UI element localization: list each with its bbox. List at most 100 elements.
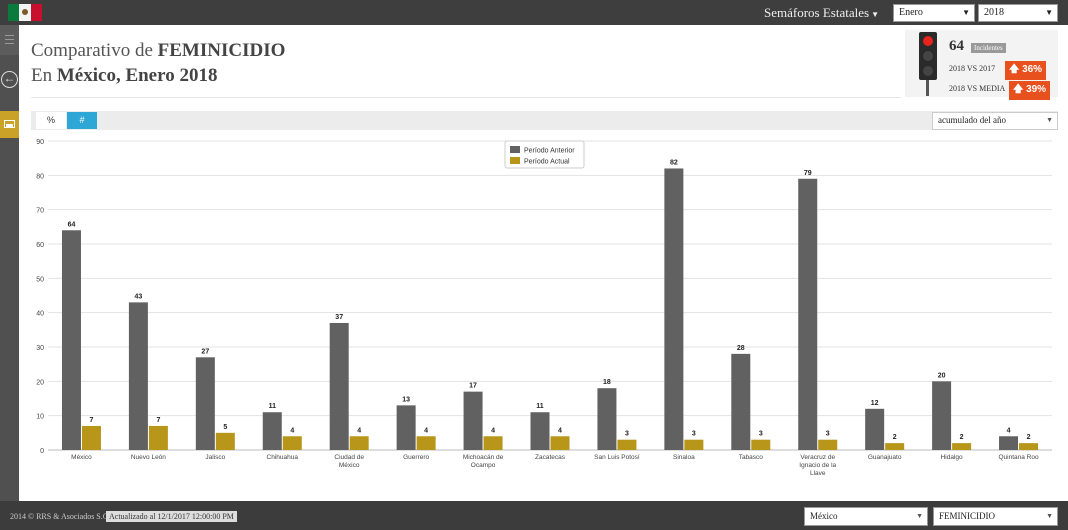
accumulation-select[interactable]: acumulado del año ▼ [932,112,1058,130]
data-label: 18 [603,379,611,386]
incident-count: 64 [949,38,964,54]
bar-previous [865,408,885,450]
chart-toolbar: % # acumulado del año ▼ [31,111,1058,130]
crime-select[interactable]: FEMINICIDIO ▼ [933,507,1058,526]
legend-swatch [510,146,520,153]
month-select[interactable]: Enero ▼ [893,4,975,22]
dropdown-arrow-icon: ▼ [1045,8,1053,17]
vs-2017-percent: 36% [1022,64,1043,75]
x-tick-label: México [339,462,360,469]
y-tick-label: 20 [36,379,44,386]
y-tick-label: 60 [36,242,44,249]
data-label: 7 [156,417,160,424]
data-label: 64 [68,221,76,228]
traffic-light-icon [919,32,937,80]
y-tick-label: 30 [36,345,44,352]
bar-previous [329,322,349,450]
bar-current [1019,443,1039,450]
mexico-flag-icon [8,4,42,21]
bar-previous [999,436,1019,450]
crime-select-value: FEMINICIDIO [939,511,995,521]
tab-number[interactable]: # [67,112,97,129]
data-label: 43 [135,293,143,300]
legend-box [504,140,585,169]
dropdown-arrow-icon: ▼ [1046,512,1053,520]
data-label: 11 [269,403,277,410]
data-label: 5 [223,424,227,431]
bar-previous [396,405,416,450]
semaforos-menu[interactable]: Semáforos Estatales ▼ [764,5,879,21]
x-tick-label: Chihuahua [267,454,299,461]
y-tick-label: 40 [36,311,44,318]
y-tick-label: 10 [36,414,44,421]
dropdown-arrow-icon: ▼ [916,512,923,520]
bar-previous [664,168,684,450]
data-label: 27 [201,348,209,355]
copyright-text: 2014 © RRS & Asociados S.C. [10,512,111,521]
bar-current [885,443,905,450]
region-select-value: México [810,511,838,521]
legend-label: Período Actual [524,159,570,166]
semaforos-menu-label: Semáforos Estatales [764,5,870,20]
bar-current [952,443,972,450]
data-label: 2 [960,434,964,441]
bar-previous [463,391,483,450]
bar-previous [932,381,952,450]
bar-current [416,436,436,450]
data-label: 4 [357,427,361,434]
y-tick-label: 70 [36,208,44,215]
data-label: 82 [670,159,678,166]
data-label: 13 [402,396,410,403]
hamburger-menu-icon[interactable] [0,25,19,55]
vs-media-label: 2018 VS MEDIA [949,84,1006,93]
vs-media-value: 🡅 39% [1009,81,1051,100]
back-arrow-icon[interactable]: ← [1,71,18,88]
title-divider [31,97,901,98]
data-label: 79 [804,170,812,177]
bar-previous [597,388,617,450]
x-tick-label: Quintana Roo [998,454,1038,461]
vs-2017-value: 🡅 36% [1005,61,1047,80]
data-label: 12 [871,400,879,407]
data-label: 28 [737,345,745,352]
dropdown-arrow-icon: ▼ [1046,116,1053,124]
data-label: 37 [335,314,343,321]
bar-previous [61,230,81,450]
x-tick-label: San Luis Potosí [594,454,640,461]
bar-current [349,436,369,450]
x-tick-label: Ocampo [471,462,496,469]
data-label: 4 [1007,427,1011,434]
y-tick-label: 90 [36,139,44,146]
traffic-light-pole [926,80,929,96]
data-label: 3 [826,431,830,438]
left-sidebar: ← [0,25,19,501]
x-tick-label: Ignacio de la [799,462,836,469]
y-tick-label: 0 [40,448,44,455]
data-label: 4 [491,427,495,434]
x-tick-label: México [71,454,92,461]
region-select[interactable]: México ▼ [804,507,928,526]
bar-current [483,436,503,450]
top-bar: Semáforos Estatales ▼ Enero ▼ 2018 ▼ [0,0,1068,25]
bar-current [751,439,771,450]
title-crime: FEMINICIDIO [157,40,286,61]
bar-current [282,436,302,450]
legend-label: Período Anterior [524,148,575,155]
chart-image-icon[interactable] [0,111,19,138]
data-label: 3 [625,431,629,438]
x-tick-label: Guanajuato [868,454,902,461]
vs-2017-label: 2018 VS 2017 [949,64,996,73]
data-label: 4 [290,427,294,434]
data-label: 4 [424,427,428,434]
x-tick-label: Zacatecas [535,454,566,461]
year-select[interactable]: 2018 ▼ [978,4,1058,22]
dropdown-arrow-icon: ▼ [962,8,970,17]
tab-percent[interactable]: % [36,112,66,129]
y-tick-label: 50 [36,276,44,283]
bar-current [550,436,570,450]
bar-current [215,432,235,450]
bar-current [617,439,637,450]
bar-current [684,439,704,450]
data-label: 2 [1027,434,1031,441]
